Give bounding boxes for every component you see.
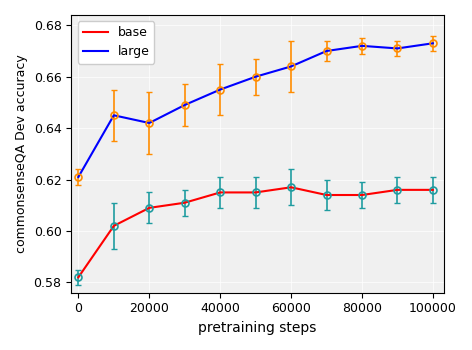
X-axis label: pretraining steps: pretraining steps — [198, 321, 317, 335]
large — [253, 75, 259, 79]
base — [253, 190, 259, 195]
base — [146, 206, 152, 210]
large — [182, 103, 187, 107]
base — [359, 193, 365, 197]
large — [288, 64, 294, 69]
Line: base: base — [78, 187, 433, 277]
large — [395, 46, 400, 50]
base — [430, 188, 436, 192]
large — [430, 41, 436, 46]
large — [359, 44, 365, 48]
base — [76, 275, 81, 279]
base — [395, 188, 400, 192]
large — [146, 121, 152, 125]
base — [217, 190, 223, 195]
large — [76, 175, 81, 179]
base — [288, 185, 294, 189]
Y-axis label: commonsenseQA Dev accuracy: commonsenseQA Dev accuracy — [15, 55, 28, 253]
Legend: base, large: base, large — [77, 21, 154, 63]
Line: large: large — [78, 43, 433, 177]
large — [217, 88, 223, 92]
base — [324, 193, 329, 197]
large — [324, 49, 329, 53]
base — [111, 224, 117, 228]
large — [111, 113, 117, 117]
base — [182, 201, 187, 205]
